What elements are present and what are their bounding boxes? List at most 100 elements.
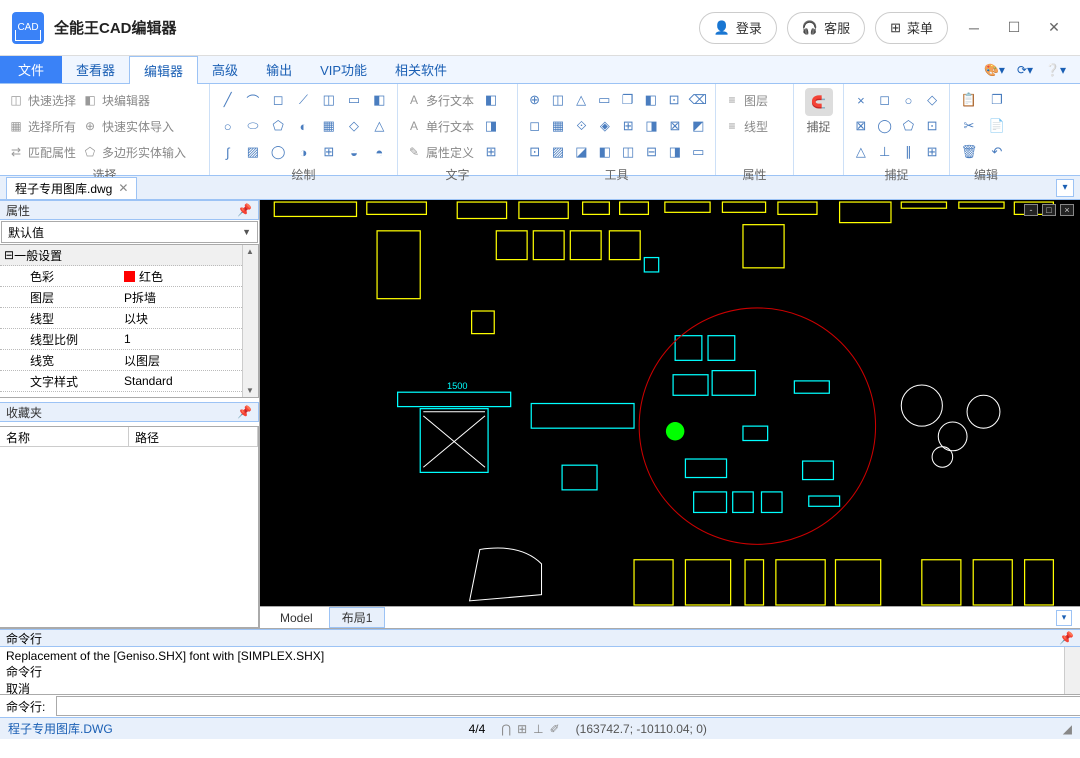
tool-btn[interactable]: ⊞ xyxy=(620,115,637,137)
property-row[interactable]: 文字样式Standard xyxy=(0,371,242,392)
tool-btn[interactable]: ⌒ xyxy=(243,89,262,111)
select-all[interactable]: ▦选择所有 xyxy=(8,118,76,135)
tool-btn[interactable]: ◩ xyxy=(690,115,707,137)
tool-btn[interactable]: ▦ xyxy=(549,115,566,137)
tool-btn[interactable]: ◒ xyxy=(344,141,363,163)
tool-btn[interactable]: ○ xyxy=(218,115,237,137)
tool-btn[interactable]: ✂ xyxy=(958,115,980,137)
canvas-min[interactable]: - xyxy=(1024,204,1038,216)
tool-btn[interactable]: ◫ xyxy=(620,141,637,163)
linetype-btn[interactable]: ≡线型 xyxy=(724,118,768,135)
tool-btn[interactable]: ◯ xyxy=(876,115,894,137)
canvas-close[interactable]: × xyxy=(1060,204,1074,216)
match-props[interactable]: ⇄匹配属性 xyxy=(8,144,76,161)
sync-icon[interactable]: ⟳▾ xyxy=(1011,56,1039,83)
tool-btn[interactable]: ╱ xyxy=(218,89,237,111)
tool-btn[interactable]: ◨ xyxy=(643,115,660,137)
tool-btn[interactable]: ◐ xyxy=(294,115,313,137)
polar-toggle[interactable]: ✐ xyxy=(550,722,560,736)
tool-btn[interactable]: ⊡ xyxy=(526,141,543,163)
login-button[interactable]: 👤登录 xyxy=(699,12,777,44)
tool-btn[interactable]: ◫ xyxy=(319,89,338,111)
property-row[interactable]: 线型比例1 xyxy=(0,329,242,350)
help-icon[interactable]: ❔▾ xyxy=(1039,56,1072,83)
tool-btn[interactable]: ○ xyxy=(900,89,918,111)
prop-scrollbar[interactable] xyxy=(242,245,258,397)
tool-btn[interactable]: ◑ xyxy=(294,141,313,163)
capture-btn[interactable]: 🧲 xyxy=(801,88,837,116)
menu-button[interactable]: ⊞菜单 xyxy=(875,12,948,44)
tool-btn[interactable]: ⬠ xyxy=(269,115,288,137)
tool-btn[interactable]: ▦ xyxy=(319,115,338,137)
tool-btn[interactable]: ⊠ xyxy=(666,115,683,137)
command-input[interactable] xyxy=(56,696,1080,716)
menu-tab-1[interactable]: 编辑器 xyxy=(129,56,198,84)
tool-btn[interactable]: ◫ xyxy=(549,89,566,111)
tool-btn[interactable]: ▭ xyxy=(596,89,613,111)
pin-icon[interactable]: 📌 xyxy=(237,405,252,419)
tool-btn[interactable]: ⊥ xyxy=(876,141,894,163)
tool-btn[interactable]: ❐ xyxy=(619,89,636,111)
maximize-button[interactable]: ☐ xyxy=(1000,14,1028,42)
property-row[interactable]: 线宽以图层 xyxy=(0,350,242,371)
fav-col-name[interactable]: 名称 xyxy=(0,427,129,446)
tool-btn[interactable]: ⌫ xyxy=(689,89,707,111)
quick-select[interactable]: ◫快速选择 xyxy=(8,92,76,109)
tool-btn[interactable]: △ xyxy=(852,141,870,163)
tool-btn[interactable]: ◇ xyxy=(344,115,363,137)
block-editor[interactable]: ◧块编辑器 xyxy=(82,92,150,109)
menu-tab-2[interactable]: 高级 xyxy=(198,56,252,83)
ortho-toggle[interactable]: ⊥ xyxy=(533,722,543,736)
tool-btn[interactable]: ⬭ xyxy=(243,115,262,137)
prop-section[interactable]: ⊟ 一般设置 xyxy=(0,245,242,266)
tool-btn[interactable]: ∥ xyxy=(900,141,918,163)
tool-btn[interactable]: ⊟ xyxy=(643,141,660,163)
tool-btn[interactable]: ⊞ xyxy=(923,141,941,163)
tool-btn[interactable]: ⊠ xyxy=(852,115,870,137)
tool-btn[interactable]: 📄 xyxy=(986,115,1008,137)
snap-toggle[interactable]: ⋂ xyxy=(501,722,511,736)
tool-btn[interactable]: ◧ xyxy=(370,89,389,111)
quick-entity-import[interactable]: ⊕快速实体导入 xyxy=(82,118,174,135)
model-tab[interactable]: Model xyxy=(268,610,325,626)
fav-col-path[interactable]: 路径 xyxy=(129,427,258,446)
text-tool-1[interactable]: ◧ xyxy=(480,89,502,111)
tool-btn[interactable]: △ xyxy=(572,89,589,111)
menu-tab-4[interactable]: VIP功能 xyxy=(306,56,381,83)
tool-btn[interactable]: ⊕ xyxy=(526,89,543,111)
menu-tab-5[interactable]: 相关软件 xyxy=(381,56,461,83)
close-tab-icon[interactable]: ✕ xyxy=(118,181,128,195)
support-button[interactable]: 🎧客服 xyxy=(787,12,865,44)
prop-object-select[interactable]: 默认值 xyxy=(1,221,258,243)
tool-btn[interactable]: ⊞ xyxy=(319,141,338,163)
pin-icon[interactable]: 📌 xyxy=(237,203,252,217)
menu-tab-0[interactable]: 查看器 xyxy=(62,56,129,83)
tool-btn[interactable]: ⟋ xyxy=(294,89,313,111)
grid-toggle[interactable]: ⊞ xyxy=(517,722,527,736)
prop-def[interactable]: ✎属性定义 xyxy=(406,144,474,161)
tool-btn[interactable]: ▭ xyxy=(344,89,363,111)
tool-btn[interactable]: ◻ xyxy=(269,89,288,111)
resize-grip[interactable]: ◢ xyxy=(1063,722,1072,736)
close-button[interactable]: ✕ xyxy=(1040,14,1068,42)
layer-btn[interactable]: ≡图层 xyxy=(724,92,768,109)
poly-entity-input[interactable]: ⬠多边形实体输入 xyxy=(82,144,186,161)
tool-btn[interactable]: ◻ xyxy=(876,89,894,111)
tool-btn[interactable]: ◈ xyxy=(596,115,613,137)
tool-btn[interactable]: ▨ xyxy=(549,141,566,163)
property-row[interactable]: 色彩红色 xyxy=(0,266,242,287)
tool-btn[interactable]: ◓ xyxy=(370,141,389,163)
single-text[interactable]: A单行文本 xyxy=(406,118,474,135)
canvas-max[interactable]: □ xyxy=(1042,204,1056,216)
file-menu[interactable]: 文件 xyxy=(0,56,62,83)
document-tab[interactable]: 程子专用图库.dwg ✕ xyxy=(6,177,137,199)
tool-btn[interactable]: ◯ xyxy=(269,141,288,163)
pin-icon[interactable]: 📌 xyxy=(1059,631,1074,645)
tool-btn[interactable]: ◻ xyxy=(526,115,543,137)
property-row[interactable]: 线型以块 xyxy=(0,308,242,329)
tool-btn[interactable]: ❐ xyxy=(986,89,1008,111)
tool-btn[interactable]: ◪ xyxy=(573,141,590,163)
tool-btn[interactable]: ◇ xyxy=(923,89,941,111)
theme-icon[interactable]: 🎨▾ xyxy=(978,56,1011,83)
tool-btn[interactable]: △ xyxy=(370,115,389,137)
